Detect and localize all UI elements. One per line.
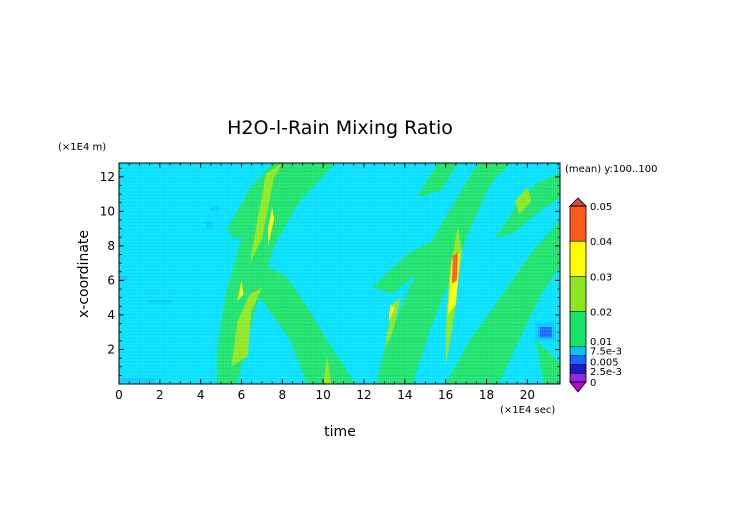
colorbar-over-triangle [569,197,587,207]
y-axis-label: x-coordinate [76,230,92,318]
colorbar-swatch-6 [570,241,586,277]
contour-region-18 [388,304,395,322]
x-tick-label-4: 8 [279,388,287,402]
colorbar-label-2: 0.005 [590,357,619,368]
contour-region-8 [535,339,560,384]
contour-region-5 [494,173,560,239]
contour-region-9 [231,287,262,367]
colorbar-swatch-5 [570,276,586,312]
x-axis-label: time [324,424,356,440]
x-tick-label-7: 14 [397,388,412,402]
contour-region-6 [372,239,438,295]
x-tick-label-2: 4 [197,388,205,402]
mean-annotation: (mean) y:100..100 [565,164,657,175]
x-tick-label-1: 2 [156,388,164,402]
y-tick-label-2: 6 [107,273,115,287]
contour-region-10 [249,163,283,264]
y-tick-label-0: 2 [107,342,115,356]
colorbar-swatch-1 [570,364,586,374]
y-tick-label-1: 4 [107,308,115,322]
y-tick-label-4: 10 [100,204,115,218]
contour-region-23 [206,221,213,229]
colorbar-label-7: 0.04 [590,237,612,248]
contour-region-3 [376,163,511,384]
y-unit-label: (×1E4 m) [58,142,106,153]
colorbar-swatch-4 [570,311,586,347]
contour-region-21 [119,275,128,281]
contour-region-15 [237,280,244,302]
grid-texture [119,163,560,384]
plot-area: 0 2 4 6 8 10 12 14 16 18 20 2 4 6 8 10 12 [100,162,561,402]
y-tick-label-5: 12 [100,170,115,184]
colorbar-label-5: 0.02 [590,308,612,319]
colorbar-under-triangle [569,381,587,393]
x-tick-label-0: 0 [115,388,123,402]
x-tick-label-6: 12 [356,388,371,402]
colorbar-label-4: 0.01 [590,337,612,348]
chart-title: H2O-l-Rain Mixing Ratio [227,117,453,139]
colorbar-swatch-7 [570,206,586,242]
x-unit-label: (×1E4 sec) [500,405,555,416]
colorbar-label-8: 0.05 [590,202,612,213]
contour-region-19 [451,252,458,284]
x-tick-label-8: 16 [438,388,453,402]
contour-region-14 [515,187,532,215]
contour-region-20 [147,300,173,303]
contour-region-7 [417,163,458,198]
colorbar-label-3: 7.5e-3 [590,347,622,358]
contour-region-1 [245,263,356,384]
contour-region-12 [384,297,401,350]
contour-region-26 [539,327,552,338]
contour-region-4 [445,220,560,384]
contour-region-11 [323,356,332,384]
colorbar-swatch-2 [570,355,586,365]
x-tick-label-9: 18 [479,388,494,402]
colorbar-label-6: 0.03 [590,272,612,283]
contour-region-2 [227,163,315,239]
x-tick-label-3: 6 [238,388,246,402]
colorbar-label-1: 2.5e-3 [590,367,622,378]
plot-frame [118,162,561,385]
colorbar-label-0: 0 [590,378,596,389]
y-tick-label-3: 8 [107,239,115,253]
colorbar-swatch-3 [570,346,586,356]
contour-region-22 [210,206,219,212]
x-tick-label-10: 20 [520,388,535,402]
contour-region-24 [121,378,156,383]
colorbar-swatch-0 [570,373,586,382]
contour-region-16 [268,207,275,246]
x-tick-label-5: 10 [316,388,331,402]
